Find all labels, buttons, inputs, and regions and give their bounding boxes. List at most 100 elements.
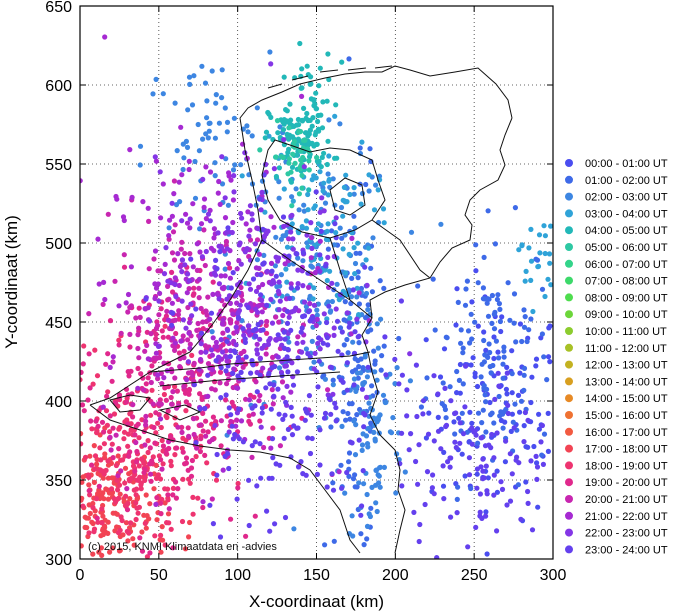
strike-point (123, 493, 129, 499)
strike-point (282, 336, 288, 342)
strike-point (355, 375, 361, 381)
strike-point (179, 257, 186, 263)
strike-point (277, 443, 283, 449)
strike-point (265, 109, 271, 116)
strike-point (457, 440, 463, 446)
strike-point (316, 358, 322, 364)
strike-point (159, 381, 165, 387)
strike-point (163, 397, 169, 403)
legend-label: 13:00 - 14:00 UT (585, 376, 668, 388)
strike-point (155, 372, 161, 378)
strike-point (505, 280, 511, 286)
strike-point (139, 529, 145, 535)
strike-point (194, 327, 200, 333)
strike-point (499, 314, 505, 320)
strike-point (333, 215, 339, 221)
strike-point (354, 285, 360, 291)
strike-point (263, 385, 269, 391)
strike-point (305, 191, 311, 198)
series-points (239, 113, 553, 322)
strike-point (158, 401, 164, 407)
strike-point (352, 260, 359, 267)
strike-point (515, 392, 522, 398)
strike-point (181, 155, 187, 161)
legend-label: 17:00 - 18:00 UT (585, 444, 668, 456)
strike-point (491, 420, 497, 426)
strike-point (186, 278, 192, 284)
strike-point (313, 106, 320, 112)
strike-point (485, 313, 492, 319)
strike-point (154, 355, 160, 361)
y-tick-label: 600 (45, 78, 72, 95)
strike-point (290, 236, 296, 242)
strike-point (530, 308, 536, 315)
western-coast (89, 117, 263, 406)
strike-point (317, 268, 323, 274)
strike-point (289, 413, 295, 419)
strike-point (236, 307, 242, 314)
strike-point (364, 491, 370, 498)
strike-point (133, 315, 139, 321)
strike-point (496, 393, 502, 400)
legend-marker (565, 478, 573, 487)
strike-point (503, 438, 509, 444)
x-axis-ticks: 0 50 100 150 200 250 300 (76, 6, 566, 584)
strike-point (135, 385, 141, 391)
strike-point (99, 520, 105, 526)
strike-point (315, 221, 322, 227)
strike-point (350, 533, 356, 539)
strike-point (330, 487, 337, 493)
strike-point (547, 323, 553, 329)
strike-point (232, 431, 238, 438)
strike-point (214, 472, 220, 478)
strike-point (233, 324, 239, 330)
country-borders (89, 65, 513, 554)
strike-point (337, 325, 344, 331)
strike-point (509, 371, 515, 377)
strike-point (281, 435, 287, 441)
strike-point (315, 118, 321, 125)
strike-point (159, 466, 165, 472)
strike-point (216, 178, 222, 185)
strike-point (261, 172, 267, 178)
strike-point (127, 476, 134, 482)
strike-point (364, 374, 370, 380)
strike-point (321, 311, 327, 317)
strike-point (501, 348, 507, 354)
strike-point (204, 115, 210, 121)
strike-point (281, 329, 287, 335)
strike-point (183, 455, 190, 461)
strike-point (173, 202, 180, 208)
x-tick-label: 0 (76, 567, 85, 584)
strike-point (289, 164, 296, 170)
strike-point (80, 503, 86, 509)
strike-point (469, 336, 475, 342)
strike-point (311, 359, 317, 365)
strike-point (209, 329, 215, 335)
strike-point (493, 338, 499, 344)
strike-point (437, 374, 444, 380)
strike-point (453, 444, 459, 451)
strike-point (172, 452, 178, 458)
strike-point (246, 413, 252, 419)
strike-point (119, 517, 125, 524)
strike-point (521, 423, 527, 429)
strike-point (377, 278, 383, 284)
strike-point (173, 330, 179, 337)
strike-point (90, 505, 96, 511)
strike-point (469, 299, 475, 305)
strike-point (244, 123, 250, 129)
strike-point (249, 454, 255, 460)
strike-point (179, 445, 185, 451)
strike-point (277, 283, 283, 289)
strike-point (153, 76, 159, 82)
strike-point (240, 326, 246, 332)
strike-point (125, 309, 131, 315)
strike-point (136, 463, 142, 469)
strike-point (152, 248, 159, 254)
strike-point (338, 204, 345, 211)
strike-point (92, 453, 99, 459)
strike-point (158, 306, 164, 312)
strike-point (127, 344, 133, 350)
strike-point (356, 340, 362, 346)
